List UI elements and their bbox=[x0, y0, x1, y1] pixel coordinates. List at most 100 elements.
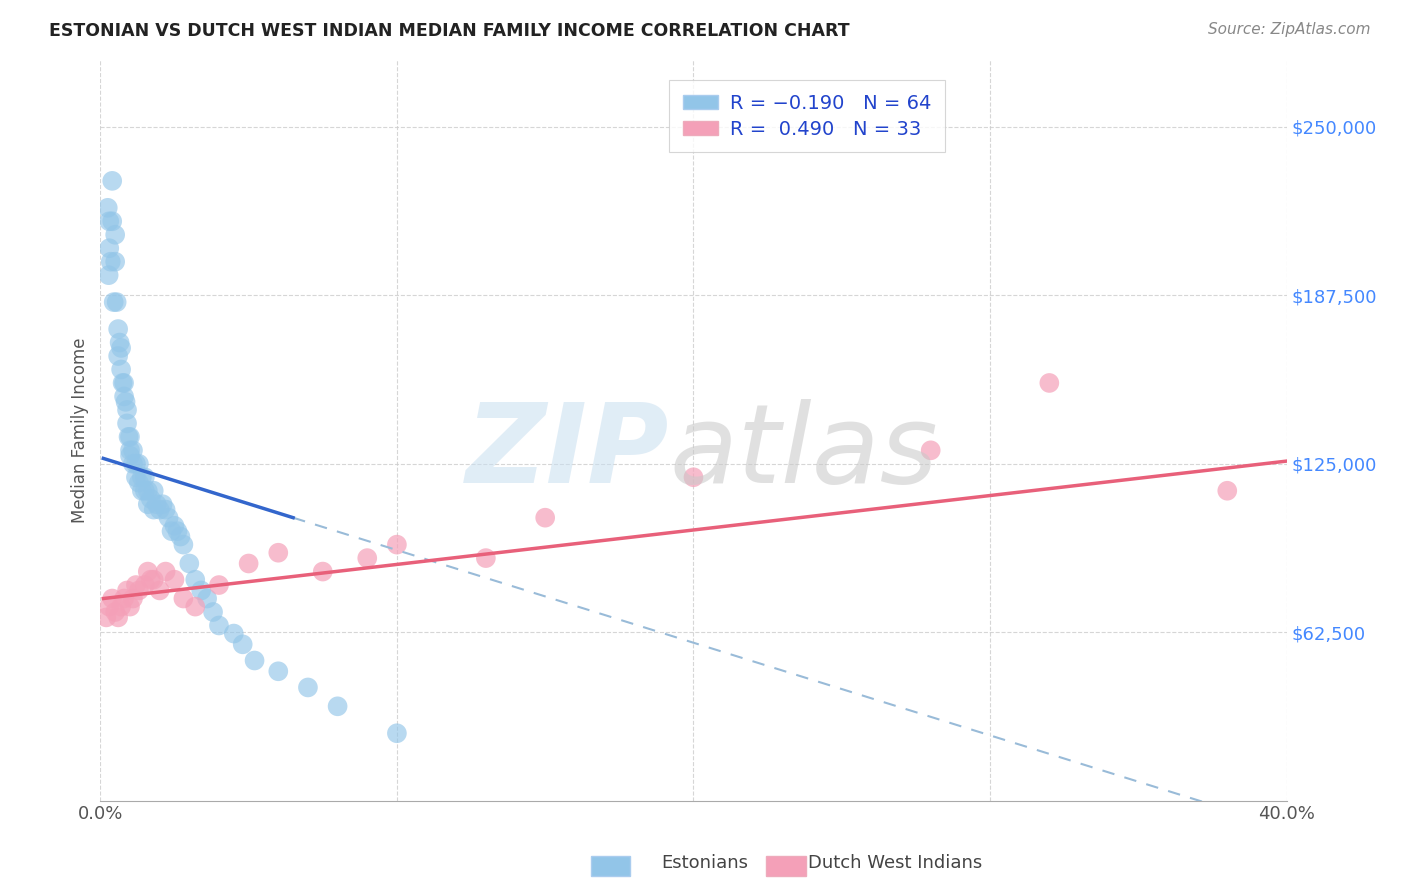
Point bbox=[160, 524, 183, 538]
Point bbox=[475, 551, 498, 566]
Point bbox=[98, 241, 121, 255]
Text: Dutch West Indians: Dutch West Indians bbox=[808, 855, 983, 872]
Point bbox=[103, 295, 125, 310]
Point bbox=[98, 214, 121, 228]
Point bbox=[243, 653, 266, 667]
Point bbox=[184, 573, 207, 587]
Point bbox=[356, 551, 378, 566]
Point bbox=[208, 578, 231, 592]
Point bbox=[122, 591, 145, 606]
Point bbox=[101, 591, 124, 606]
Point bbox=[110, 362, 132, 376]
Point bbox=[179, 557, 201, 571]
Point bbox=[166, 524, 188, 538]
Point bbox=[208, 618, 231, 632]
Point bbox=[112, 376, 135, 390]
Point bbox=[163, 573, 186, 587]
Point bbox=[1216, 483, 1239, 498]
Point bbox=[139, 573, 162, 587]
Point bbox=[682, 470, 704, 484]
Point bbox=[115, 417, 138, 431]
Point bbox=[128, 583, 150, 598]
Point bbox=[96, 610, 118, 624]
Point bbox=[134, 483, 156, 498]
Point bbox=[534, 510, 557, 524]
Point bbox=[142, 573, 165, 587]
Point bbox=[128, 457, 150, 471]
Point bbox=[232, 637, 254, 651]
Point bbox=[145, 497, 167, 511]
Point bbox=[385, 726, 408, 740]
Point bbox=[105, 295, 128, 310]
Point bbox=[184, 599, 207, 614]
Point bbox=[142, 502, 165, 516]
Point bbox=[107, 349, 129, 363]
Point bbox=[108, 335, 131, 350]
Point bbox=[118, 430, 141, 444]
Point bbox=[97, 268, 120, 282]
Point bbox=[125, 470, 148, 484]
Point bbox=[238, 557, 260, 571]
Point bbox=[169, 530, 191, 544]
Point bbox=[112, 389, 135, 403]
Point bbox=[131, 483, 153, 498]
Text: Estonians: Estonians bbox=[661, 855, 748, 872]
Point bbox=[1038, 376, 1060, 390]
Point bbox=[202, 605, 225, 619]
Point bbox=[172, 538, 194, 552]
Point bbox=[149, 583, 172, 598]
Point bbox=[920, 443, 942, 458]
Point bbox=[112, 591, 135, 606]
Point bbox=[131, 470, 153, 484]
Point bbox=[118, 449, 141, 463]
Point bbox=[100, 254, 122, 268]
Point bbox=[107, 610, 129, 624]
Point bbox=[97, 201, 120, 215]
Point bbox=[104, 254, 127, 268]
Point bbox=[155, 565, 177, 579]
Text: Source: ZipAtlas.com: Source: ZipAtlas.com bbox=[1208, 22, 1371, 37]
Point bbox=[152, 497, 174, 511]
Point bbox=[125, 457, 148, 471]
Point bbox=[111, 376, 134, 390]
Point bbox=[118, 443, 141, 458]
Y-axis label: Median Family Income: Median Family Income bbox=[72, 337, 89, 523]
Point bbox=[134, 578, 156, 592]
Point bbox=[101, 214, 124, 228]
Point bbox=[114, 394, 136, 409]
Point bbox=[155, 502, 177, 516]
Point bbox=[385, 538, 408, 552]
Point bbox=[110, 341, 132, 355]
Point bbox=[139, 491, 162, 506]
Point bbox=[125, 578, 148, 592]
Point bbox=[172, 591, 194, 606]
Point bbox=[122, 457, 145, 471]
Point bbox=[297, 681, 319, 695]
Point bbox=[118, 599, 141, 614]
Point bbox=[190, 583, 212, 598]
Point bbox=[136, 497, 159, 511]
Point bbox=[142, 483, 165, 498]
Point bbox=[136, 483, 159, 498]
Text: ZIP: ZIP bbox=[467, 399, 669, 506]
Point bbox=[104, 227, 127, 242]
Point bbox=[107, 322, 129, 336]
Legend: R = −0.190   N = 64, R =  0.490   N = 33: R = −0.190 N = 64, R = 0.490 N = 33 bbox=[669, 80, 945, 153]
Point bbox=[163, 518, 186, 533]
Point bbox=[104, 605, 127, 619]
Point bbox=[115, 403, 138, 417]
Point bbox=[157, 510, 180, 524]
Point bbox=[122, 443, 145, 458]
Point bbox=[195, 591, 218, 606]
Point bbox=[128, 475, 150, 490]
Point bbox=[222, 626, 245, 640]
Point bbox=[134, 470, 156, 484]
Point bbox=[115, 583, 138, 598]
Text: atlas: atlas bbox=[669, 399, 938, 506]
Point bbox=[101, 174, 124, 188]
Point bbox=[267, 546, 290, 560]
Point bbox=[110, 599, 132, 614]
Point bbox=[326, 699, 349, 714]
Point bbox=[117, 430, 139, 444]
Point bbox=[267, 665, 290, 679]
